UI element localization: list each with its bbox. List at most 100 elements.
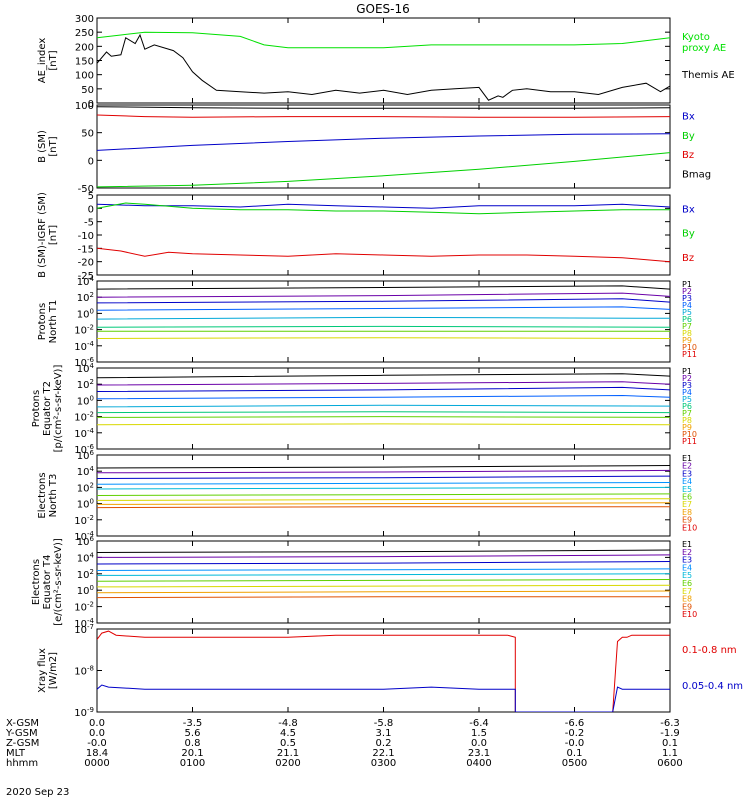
y-tick-label: -20 xyxy=(78,258,94,269)
footer-value-mlt: 21.1 xyxy=(277,748,299,759)
footer-value-y-gsm: 3.1 xyxy=(376,728,392,739)
y-tick-label: 10-2 xyxy=(74,324,94,337)
legend-entry: P8 xyxy=(682,329,692,338)
y-tick-label: 106 xyxy=(77,535,95,548)
footer-value-mlt: 18.4 xyxy=(86,748,108,759)
series-line-p6 xyxy=(97,411,670,414)
legend-entry: By xyxy=(682,229,695,240)
y-axis-label: North T1 xyxy=(48,300,59,344)
legend-entry: E3 xyxy=(682,469,692,478)
legend-entry: P11 xyxy=(682,350,697,359)
footer-value-y-gsm: 0.0 xyxy=(89,728,105,739)
footer-value-hhmm: 0600 xyxy=(657,758,682,769)
y-axis-label: Electrons xyxy=(31,559,42,605)
legend-entry: proxy AE xyxy=(682,43,726,54)
footer-value-z-gsm: 0.2 xyxy=(376,738,392,749)
legend-entry: P10 xyxy=(682,430,697,439)
series-line-e1 xyxy=(97,465,670,469)
series-line-e5 xyxy=(97,573,670,576)
footer-value-hhmm: 0000 xyxy=(84,758,109,769)
series-line-bx xyxy=(97,203,670,209)
y-axis-label: [nT] xyxy=(48,225,59,245)
panel-1: 0 50 100 150 200 250 300 AE_index [nT] Kyotoproxy… xyxy=(37,14,735,110)
y-tick-label: 300 xyxy=(75,14,94,25)
y-axis-label: B (SM)-IGRF (SM) xyxy=(37,192,48,278)
y-tick-label: 104 xyxy=(77,362,95,375)
legend-entry: P3 xyxy=(682,294,692,303)
footer-value-x-gsm: -6.3 xyxy=(660,718,680,729)
series-line-p1 xyxy=(97,373,670,379)
y-axis-label: [p/(cm²-s-sr-keV)] xyxy=(53,365,64,453)
y-tick-label: -5 xyxy=(84,218,94,229)
series-line-e6 xyxy=(97,493,670,496)
footer-value-y-gsm: 5.6 xyxy=(185,728,201,739)
panel-5: 10-6 10-4 10-2 100 102 104 Protons Equator T2 [p… xyxy=(31,362,697,456)
footer-value-mlt: 0.1 xyxy=(567,748,583,759)
y-tick-label: 104 xyxy=(77,465,95,478)
y-tick-label: 250 xyxy=(75,28,94,39)
y-tick-label: 10-4 xyxy=(74,617,94,630)
y-tick-label: 0 xyxy=(88,204,94,215)
footer-value-mlt: 23.1 xyxy=(468,748,490,759)
series-line-p3 xyxy=(97,298,670,304)
y-tick-label: 102 xyxy=(77,378,94,391)
series-line-p1 xyxy=(97,285,670,290)
footer-value-hhmm: 0300 xyxy=(371,758,396,769)
series-line-e9 xyxy=(97,506,670,509)
y-axis-label: [e/(cm²-s-sr-keV)] xyxy=(53,538,64,626)
y-tick-label: 10-4 xyxy=(74,427,94,440)
legend-entry: P2 xyxy=(682,287,692,296)
y-tick-label: 10-6 xyxy=(74,443,94,456)
panel-frame xyxy=(96,367,671,450)
series-line-p4 xyxy=(97,306,670,311)
legend-entry: P4 xyxy=(682,388,692,397)
footer-value-y-gsm: -0.2 xyxy=(565,728,585,739)
legend-entry: E5 xyxy=(682,571,692,580)
footer-row-label: Y-GSM xyxy=(5,728,38,739)
y-tick-label: 150 xyxy=(75,57,94,68)
series-line-e2 xyxy=(97,469,670,474)
footer-value-z-gsm: 0.5 xyxy=(280,738,296,749)
legend-entry: E4 xyxy=(682,477,692,486)
y-tick-label: 10-7 xyxy=(74,623,94,636)
y-axis-label: North T3 xyxy=(48,474,59,518)
series-line-e3 xyxy=(97,475,670,479)
panel-2: -50 0 50 100 B (SM) [nT] Bx By Bz Bmag xyxy=(37,101,711,195)
legend-entry: P9 xyxy=(682,336,692,345)
series-line-p5 xyxy=(97,316,670,320)
footer-row-label: hhmm xyxy=(6,758,38,769)
footer-value-y-gsm: -1.9 xyxy=(660,728,680,739)
y-tick-label: -10 xyxy=(78,231,94,242)
legend-entry: E7 xyxy=(682,500,692,509)
y-axis-label: [nT] xyxy=(48,50,59,70)
legend-entry: E5 xyxy=(682,485,692,494)
footer-value-hhmm: 0400 xyxy=(466,758,491,769)
y-tick-label: 102 xyxy=(77,481,94,494)
legend-entry: E2 xyxy=(682,548,692,557)
legend-entry: E4 xyxy=(682,563,692,572)
footer-value-x-gsm: -5.8 xyxy=(374,718,394,729)
y-tick-label: -50 xyxy=(78,184,94,195)
y-axis-label: Xray flux xyxy=(37,648,48,693)
legend-entry: P1 xyxy=(682,367,692,376)
series-line-e8 xyxy=(97,590,670,594)
legend-entry: P9 xyxy=(682,423,692,432)
series-line-p2 xyxy=(97,292,670,298)
y-axis-label: Equator T4 xyxy=(42,555,53,610)
legend-entry: Kyoto xyxy=(682,32,710,43)
series-line-kyoto-proxy-ae xyxy=(97,31,670,49)
y-tick-label: 100 xyxy=(77,498,94,511)
series-line-themis-ae xyxy=(97,33,670,101)
legend-entry: E2 xyxy=(682,462,692,471)
series-line-e6 xyxy=(97,579,670,582)
y-axis-label: Electrons xyxy=(37,472,48,518)
footer-value-x-gsm: 0.0 xyxy=(89,718,105,729)
legend-entry: E6 xyxy=(682,493,692,502)
y-tick-label: -25 xyxy=(78,271,94,282)
footer-row-label: Z-GSM xyxy=(6,738,39,749)
y-axis-label: Protons xyxy=(31,390,42,427)
series-line-p6 xyxy=(97,325,670,328)
series-line-p8 xyxy=(97,423,670,426)
series-line-p2 xyxy=(97,381,670,386)
